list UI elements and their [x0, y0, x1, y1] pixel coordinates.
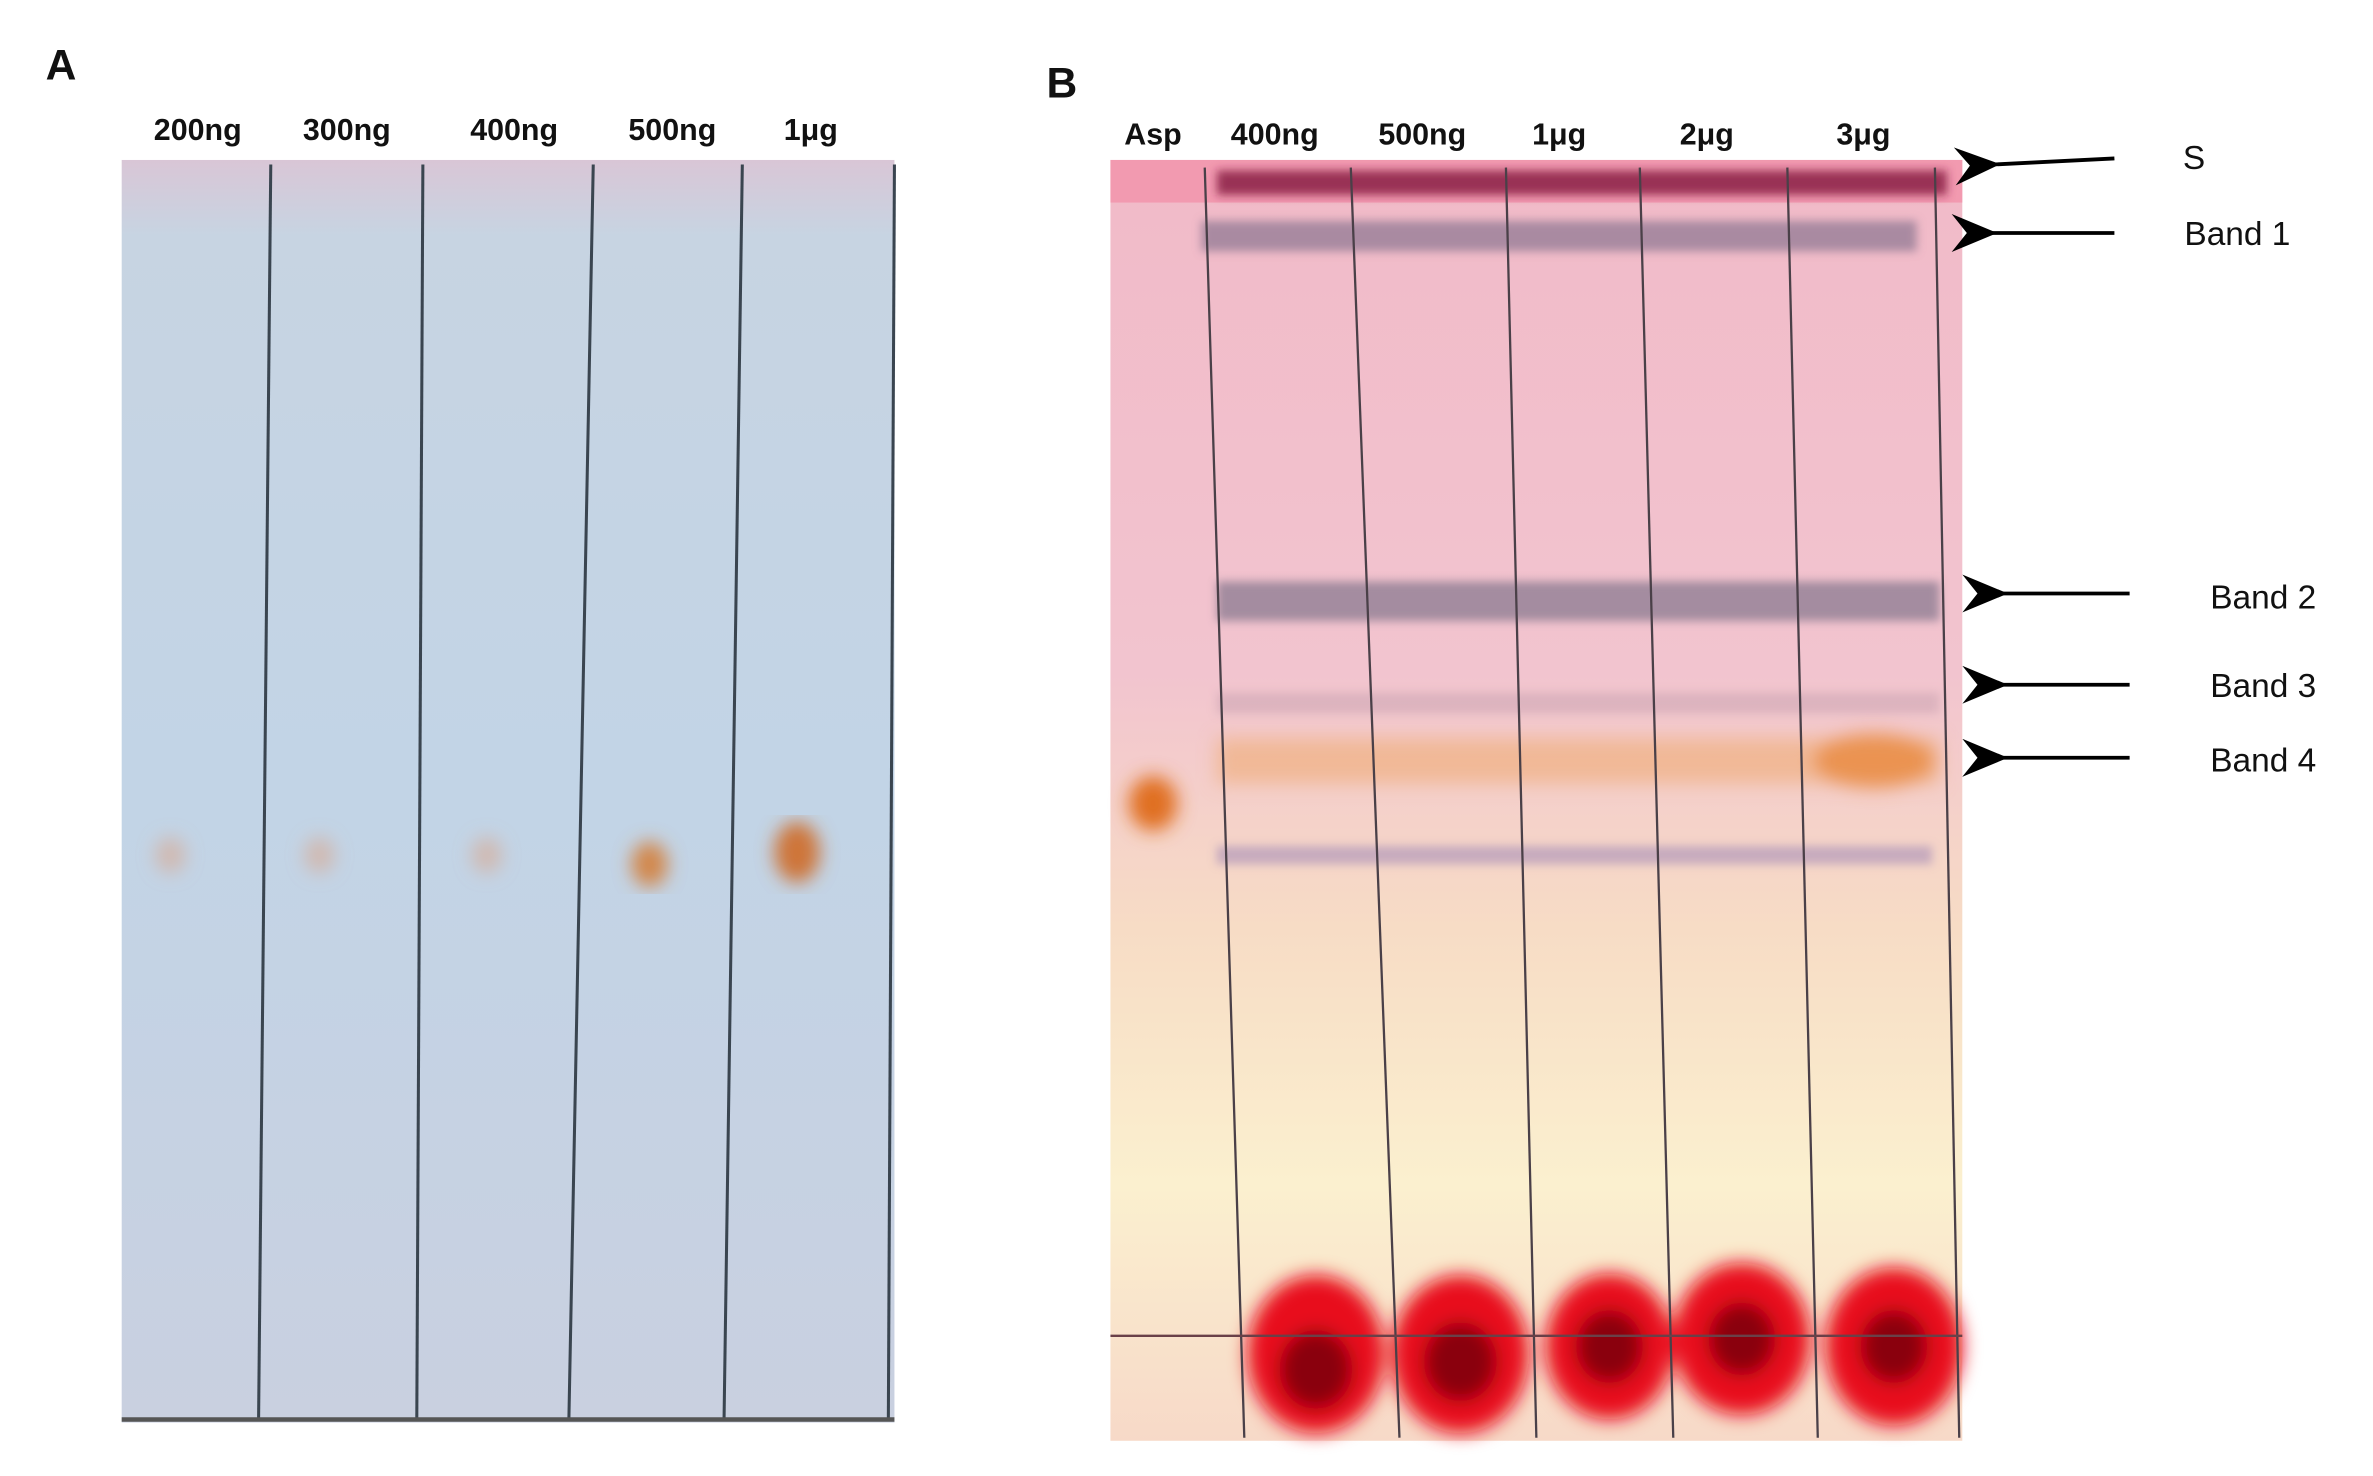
lane-label: 1μg: [1532, 118, 1586, 152]
annotation-arrows: [1951, 147, 2130, 777]
annotation-label: S: [2183, 140, 2205, 177]
lane-labels: Asp 400ng 500ng 1μg 2μg 3μg: [1124, 118, 1890, 152]
lane-label: 2μg: [1680, 118, 1734, 152]
lane-label: 300ng: [303, 113, 391, 147]
lane-label: 400ng: [470, 113, 558, 147]
lane-label: 500ng: [1378, 118, 1466, 152]
plate-b: [1110, 159, 1963, 1441]
lane-label: 200ng: [154, 113, 242, 147]
annotations: S Band 1 Band 2 Band 3 Band 4: [2183, 140, 2316, 779]
lane-label: 3μg: [1836, 118, 1890, 152]
lane-label: 1μg: [784, 113, 838, 147]
plate-a: [121, 159, 896, 1423]
annotation-label: Band 1: [2184, 216, 2290, 253]
panel-label: B: [1047, 60, 1078, 108]
lane-labels: 200ng 300ng 400ng 500ng 1μg: [154, 113, 838, 147]
annotation-label: Band 2: [2210, 580, 2316, 617]
annotation-label: Band 4: [2210, 742, 2316, 779]
panel-label: A: [46, 41, 77, 89]
lane-label: 500ng: [628, 113, 716, 147]
lane-label: Asp: [1124, 118, 1181, 152]
annotation-label: Band 3: [2210, 668, 2316, 705]
lane-label: 400ng: [1231, 118, 1319, 152]
